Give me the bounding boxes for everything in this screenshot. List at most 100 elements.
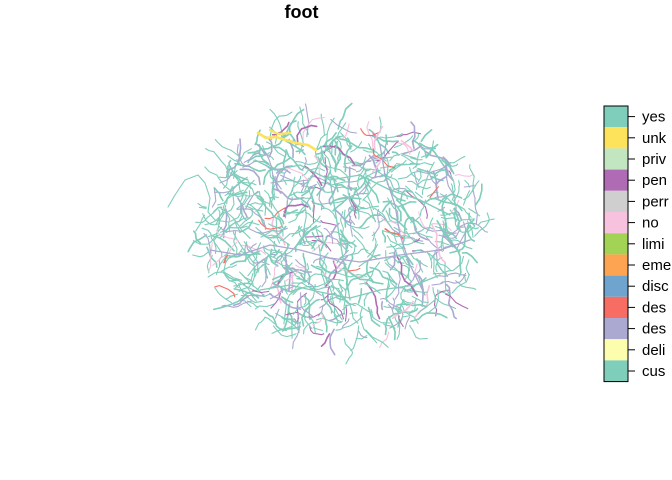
footpath-segment [195, 214, 206, 232]
footpath-segment [472, 189, 479, 226]
legend-label: deli [642, 342, 665, 359]
footpath-segment [380, 301, 384, 311]
footpath-segment [333, 261, 364, 279]
footpath-segment [400, 153, 417, 159]
footpath-segment [453, 207, 462, 232]
footpath-segment [313, 155, 321, 178]
footpath-segment [233, 282, 251, 287]
footpath-segment [246, 203, 264, 212]
footpath-segment [426, 236, 444, 252]
footpath-segment [405, 231, 425, 245]
footpath-segment [269, 248, 279, 267]
footpath-segment [212, 206, 223, 214]
footpath-segment [281, 326, 301, 331]
footpath-segment [264, 201, 267, 216]
footpath-segment [213, 209, 221, 242]
footpath-segment [344, 304, 348, 322]
legend-swatch [604, 106, 628, 128]
footpath-segment [224, 176, 248, 197]
footpath-segment [428, 252, 452, 272]
footpath-segment [383, 230, 410, 238]
footpath-segment [260, 229, 276, 238]
footpath-segment [412, 139, 427, 157]
footpath-segment [233, 231, 238, 256]
footpath-segment [350, 141, 363, 153]
footpath-segment [213, 187, 224, 202]
footpath-segment [309, 325, 325, 336]
footpath-segment [252, 160, 285, 174]
legend-label: yes [642, 109, 665, 126]
footpath-segment [304, 177, 310, 191]
footpath-segment [230, 250, 260, 266]
footpath-segment [318, 256, 346, 275]
legend-swatch [604, 148, 628, 170]
footpath-segment [307, 273, 344, 282]
footpath-segment [253, 263, 264, 271]
footpath-segment [227, 155, 242, 165]
footpath-segment [274, 242, 289, 265]
footpath-segment [192, 233, 225, 245]
footpath-segment [373, 125, 384, 151]
footpath-segment [411, 295, 429, 303]
footpath-segment [302, 295, 311, 321]
footpath-segment [362, 199, 376, 222]
footpath-segment [403, 258, 411, 282]
footpath-segment [395, 199, 418, 231]
legend-label: des [642, 299, 666, 316]
footpath-segment [228, 159, 248, 181]
footpath-segment [356, 205, 380, 211]
footpath-segment [372, 231, 376, 242]
footpath-segment [285, 149, 304, 171]
footpath-segment [399, 189, 414, 203]
footpath-segment [300, 292, 314, 318]
footpath-segment [254, 317, 266, 331]
footpath-segment [381, 229, 387, 243]
footpath-segment [268, 128, 292, 136]
footpath-segment [201, 227, 217, 254]
footpath-segment [310, 185, 325, 208]
footpath-segment [402, 143, 423, 155]
legend-frame [603, 105, 629, 383]
footpath-segment [416, 258, 428, 267]
footpath-segment [409, 324, 428, 340]
footpath-segment [287, 303, 293, 326]
footpath-segment [324, 117, 335, 152]
footpath-segment [258, 143, 270, 165]
footpath-segment [329, 179, 351, 301]
footpath-segment [296, 124, 318, 146]
footpath-segment [389, 249, 397, 271]
footpath-segment [394, 315, 401, 340]
footpath-segment [445, 283, 457, 320]
footpath-segment [303, 321, 319, 335]
footpath-segment [398, 315, 404, 328]
footpath-segment [329, 196, 362, 206]
footpath-segment [283, 203, 309, 217]
footpath-segment [273, 249, 280, 258]
footpath-segment [358, 214, 381, 229]
footpath-segment [395, 247, 406, 250]
footpath-segment [342, 302, 373, 313]
footpath-segment [218, 170, 238, 179]
footpath-segment [466, 219, 476, 242]
footpath-segment [213, 241, 223, 267]
footpath-segment [450, 183, 455, 195]
footpath-segment [219, 170, 233, 184]
footpath-segment [277, 179, 308, 185]
footpath-segment [301, 157, 307, 171]
footpath-segment [412, 249, 424, 253]
footpath-segment [391, 151, 400, 156]
footpath-segment [281, 316, 301, 324]
footpath-segment [312, 242, 350, 252]
footpath-segment [408, 166, 420, 181]
footpath-segment [474, 183, 483, 206]
footpath-segment [225, 165, 229, 177]
footpath-segment [331, 122, 347, 157]
footpath-segment [418, 211, 430, 232]
footpath-segment [397, 142, 411, 155]
footpath-segment [295, 149, 304, 153]
footpath-segment [431, 223, 446, 263]
footpath-segment [269, 292, 302, 310]
footpath-segment [224, 217, 251, 233]
footpath-segment [341, 318, 350, 329]
legend-label: pen [642, 172, 667, 189]
